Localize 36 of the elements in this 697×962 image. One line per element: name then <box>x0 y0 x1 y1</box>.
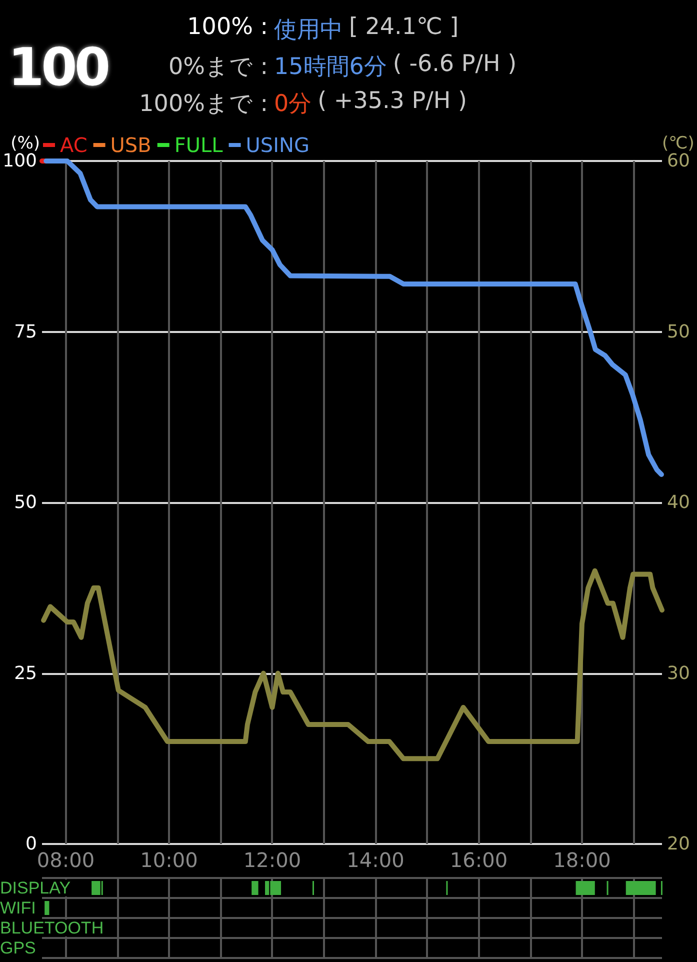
legend-label: AC <box>60 133 88 157</box>
y2-tick-label: 50 <box>667 321 690 342</box>
y-tick-label: 75 <box>14 321 37 342</box>
y-tick-label: 0 <box>26 834 37 854</box>
text: [ 24.1℃ ] <box>349 14 459 42</box>
x-tick-label: 12:00 <box>243 848 302 872</box>
text: 0分 <box>274 90 312 119</box>
text: 100% : <box>187 14 268 40</box>
text: 0%まで : <box>168 54 268 80</box>
y-tick-label: WIFI <box>0 898 36 918</box>
bar <box>44 901 50 915</box>
text: ( +35.3 P/H ) <box>318 88 467 116</box>
legend-label: USB <box>110 133 152 157</box>
legend-label: USING <box>246 133 310 157</box>
y-tick-label: DISPLAY <box>0 878 71 898</box>
text: 15時間6分 <box>274 53 387 82</box>
y2-tick-label: 20 <box>667 834 690 854</box>
legend-label: FULL <box>174 133 224 157</box>
y-tick-label: BLUETOOTH <box>0 918 104 938</box>
text: ( -6.6 P/H ) <box>392 51 517 79</box>
text: 100%まで : <box>139 91 268 117</box>
y-tick-label: 50 <box>14 492 37 513</box>
x-tick-label: 18:00 <box>553 848 611 872</box>
x-tick-label: 08:00 <box>36 848 95 872</box>
x-tick-label: 16:00 <box>450 848 508 872</box>
x-tick-label: 14:00 <box>346 848 404 872</box>
y2-tick-label: 40 <box>667 492 690 513</box>
x-tick-label: 10:00 <box>140 848 198 872</box>
y-tick-label: 25 <box>14 662 37 684</box>
y-tick-label: GPS <box>0 938 36 958</box>
bar <box>252 881 258 895</box>
text: 使用中 <box>274 16 343 45</box>
y2-tick-label: 30 <box>667 662 690 684</box>
bar <box>626 881 656 895</box>
bar <box>92 881 100 895</box>
bar <box>576 881 595 895</box>
